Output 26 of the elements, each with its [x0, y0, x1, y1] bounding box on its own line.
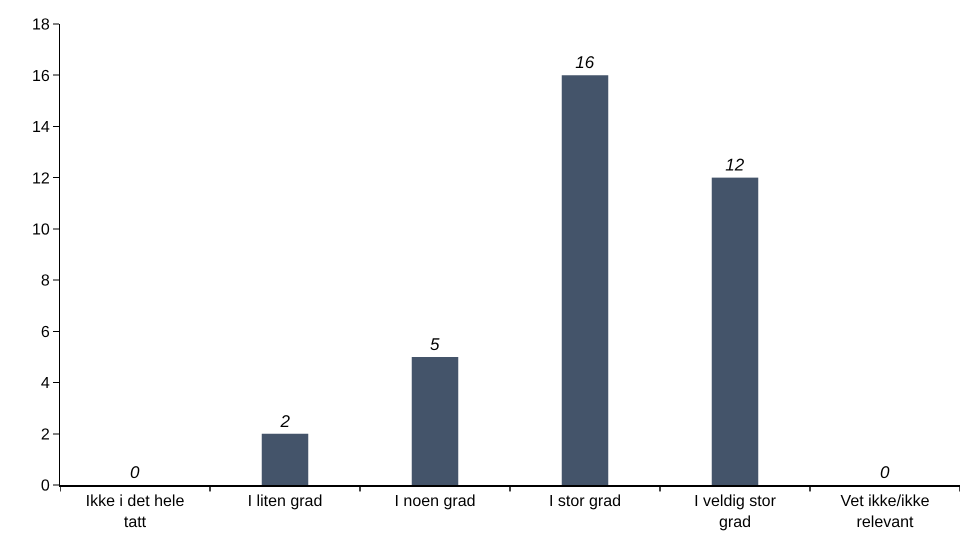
- bar: [712, 178, 758, 485]
- y-tick-label: 0: [40, 478, 50, 495]
- y-tick-label: 4: [40, 375, 50, 392]
- bar: [562, 75, 608, 485]
- y-tick-label: 2: [40, 426, 50, 444]
- y-tick-label: 16: [32, 68, 50, 85]
- x-tick-label: Vet ikke/ikke relevant: [840, 493, 930, 531]
- y-tick-label: 18: [32, 16, 50, 34]
- x-tick-label: I stor grad: [548, 493, 622, 510]
- data-label: 0: [880, 463, 890, 482]
- data-label: 12: [725, 156, 745, 175]
- x-tick-label: I noen grad: [394, 493, 476, 510]
- y-tick-label: 14: [32, 119, 50, 136]
- x-tick-label: Ikke i det hele tatt: [86, 493, 184, 531]
- y-tick-label: 10: [32, 221, 50, 238]
- data-label: 0: [130, 463, 140, 482]
- data-label: 2: [280, 412, 290, 431]
- bar: [412, 356, 458, 485]
- bar: [262, 434, 308, 485]
- x-tick-label: I liten grad: [248, 493, 322, 510]
- x-tick-label: I veldig stor grad: [694, 493, 777, 531]
- y-tick-label: 8: [40, 272, 50, 290]
- data-label: 5: [430, 334, 440, 354]
- y-tick-label: 12: [32, 170, 50, 188]
- data-label: 16: [575, 53, 595, 72]
- y-tick-label: 6: [40, 324, 50, 341]
